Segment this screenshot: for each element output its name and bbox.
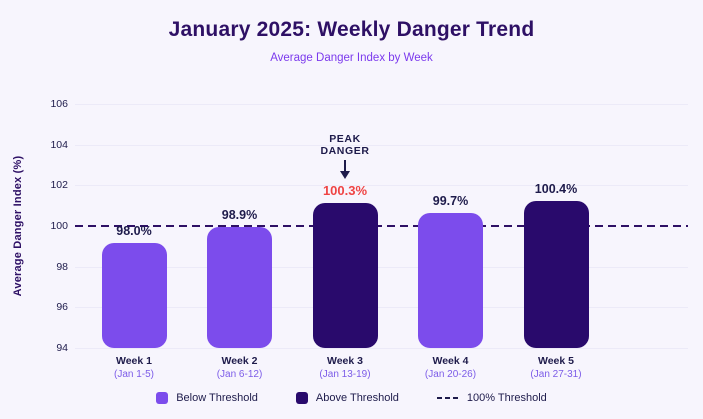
bar-value-label: 100.4%	[534, 182, 578, 196]
chart-subtitle: Average Danger Index by Week	[270, 52, 433, 64]
annotation-text: DANGER	[320, 144, 370, 157]
arrow-down-icon	[340, 159, 350, 179]
bar-value-label: 100.3%	[322, 182, 368, 198]
bar-value-label: 98.0%	[116, 224, 152, 238]
gridline	[75, 185, 688, 187]
above-color-swatch-icon	[295, 392, 308, 404]
x-axis-category: Week 5 (Jan 27-31)	[503, 355, 609, 381]
date-range-label: (Jan 6-12)	[216, 369, 263, 380]
gridline	[75, 144, 688, 146]
y-tick-label: 102	[50, 179, 68, 192]
bar-week-4	[418, 213, 483, 348]
gridline	[75, 348, 688, 349]
legend-label: 100% Threshold	[466, 392, 547, 404]
date-range-label: (Jan 1-5)	[113, 369, 154, 380]
week-label: Week 1	[116, 355, 152, 367]
gridline	[75, 104, 688, 105]
legend-item-above: Above Threshold	[295, 392, 399, 404]
chart-title: January 2025: Weekly Danger Trend	[168, 18, 535, 41]
y-tick-label: 106	[50, 98, 68, 110]
legend-label: Above Threshold	[315, 392, 399, 404]
x-axis-category: Week 4 (Jan 20-26)	[398, 355, 504, 381]
date-range-label: (Jan 20-26)	[424, 369, 477, 380]
bar-week-5	[523, 201, 589, 348]
legend-item-dashed: 100% Threshold	[436, 392, 547, 404]
date-range-label: (Jan 13-19)	[319, 369, 371, 380]
week-label: Week 2	[221, 355, 258, 367]
annotation-text: PEAK	[329, 132, 361, 145]
bar-value-label: 99.7%	[432, 194, 469, 209]
week-label: Week 4	[432, 355, 469, 367]
y-tick-label: 104	[50, 138, 68, 151]
gridline	[75, 266, 688, 268]
week-label: Week 3	[327, 355, 363, 367]
dashed-line-swatch-icon	[436, 397, 459, 399]
bar-week-3	[312, 202, 378, 348]
legend-item-below: Below Threshold	[156, 392, 258, 404]
legend-label: Below Threshold	[176, 392, 258, 404]
bar-value-label: 98.9%	[221, 208, 258, 223]
bar-week-2	[207, 227, 272, 348]
week-label: Week 5	[538, 355, 574, 367]
plot-area: 98.0% 98.9% 100.3% PEAK DANGER 99.7% 100.4%	[75, 104, 688, 349]
bar-week-1	[101, 243, 167, 348]
legend: Below Threshold Above Threshold 100% Thres…	[0, 392, 703, 404]
y-tick-label: 94	[56, 342, 68, 354]
y-tick-label: 96	[56, 301, 68, 314]
x-axis-category: Week 1 (Jan 1-5)	[81, 355, 187, 381]
gridline	[75, 307, 688, 309]
date-range-label: (Jan 27-31)	[530, 369, 582, 380]
peak-danger-annotation: PEAK DANGER	[290, 133, 400, 179]
x-axis-category: Week 2 (Jan 6-12)	[187, 355, 293, 381]
x-axis-category: Week 3 (Jan 13-19)	[292, 355, 398, 381]
threshold-line	[75, 225, 688, 227]
y-tick-label: 98	[56, 260, 68, 273]
y-tick-label: 100	[50, 220, 68, 232]
below-color-swatch-icon	[156, 392, 169, 404]
